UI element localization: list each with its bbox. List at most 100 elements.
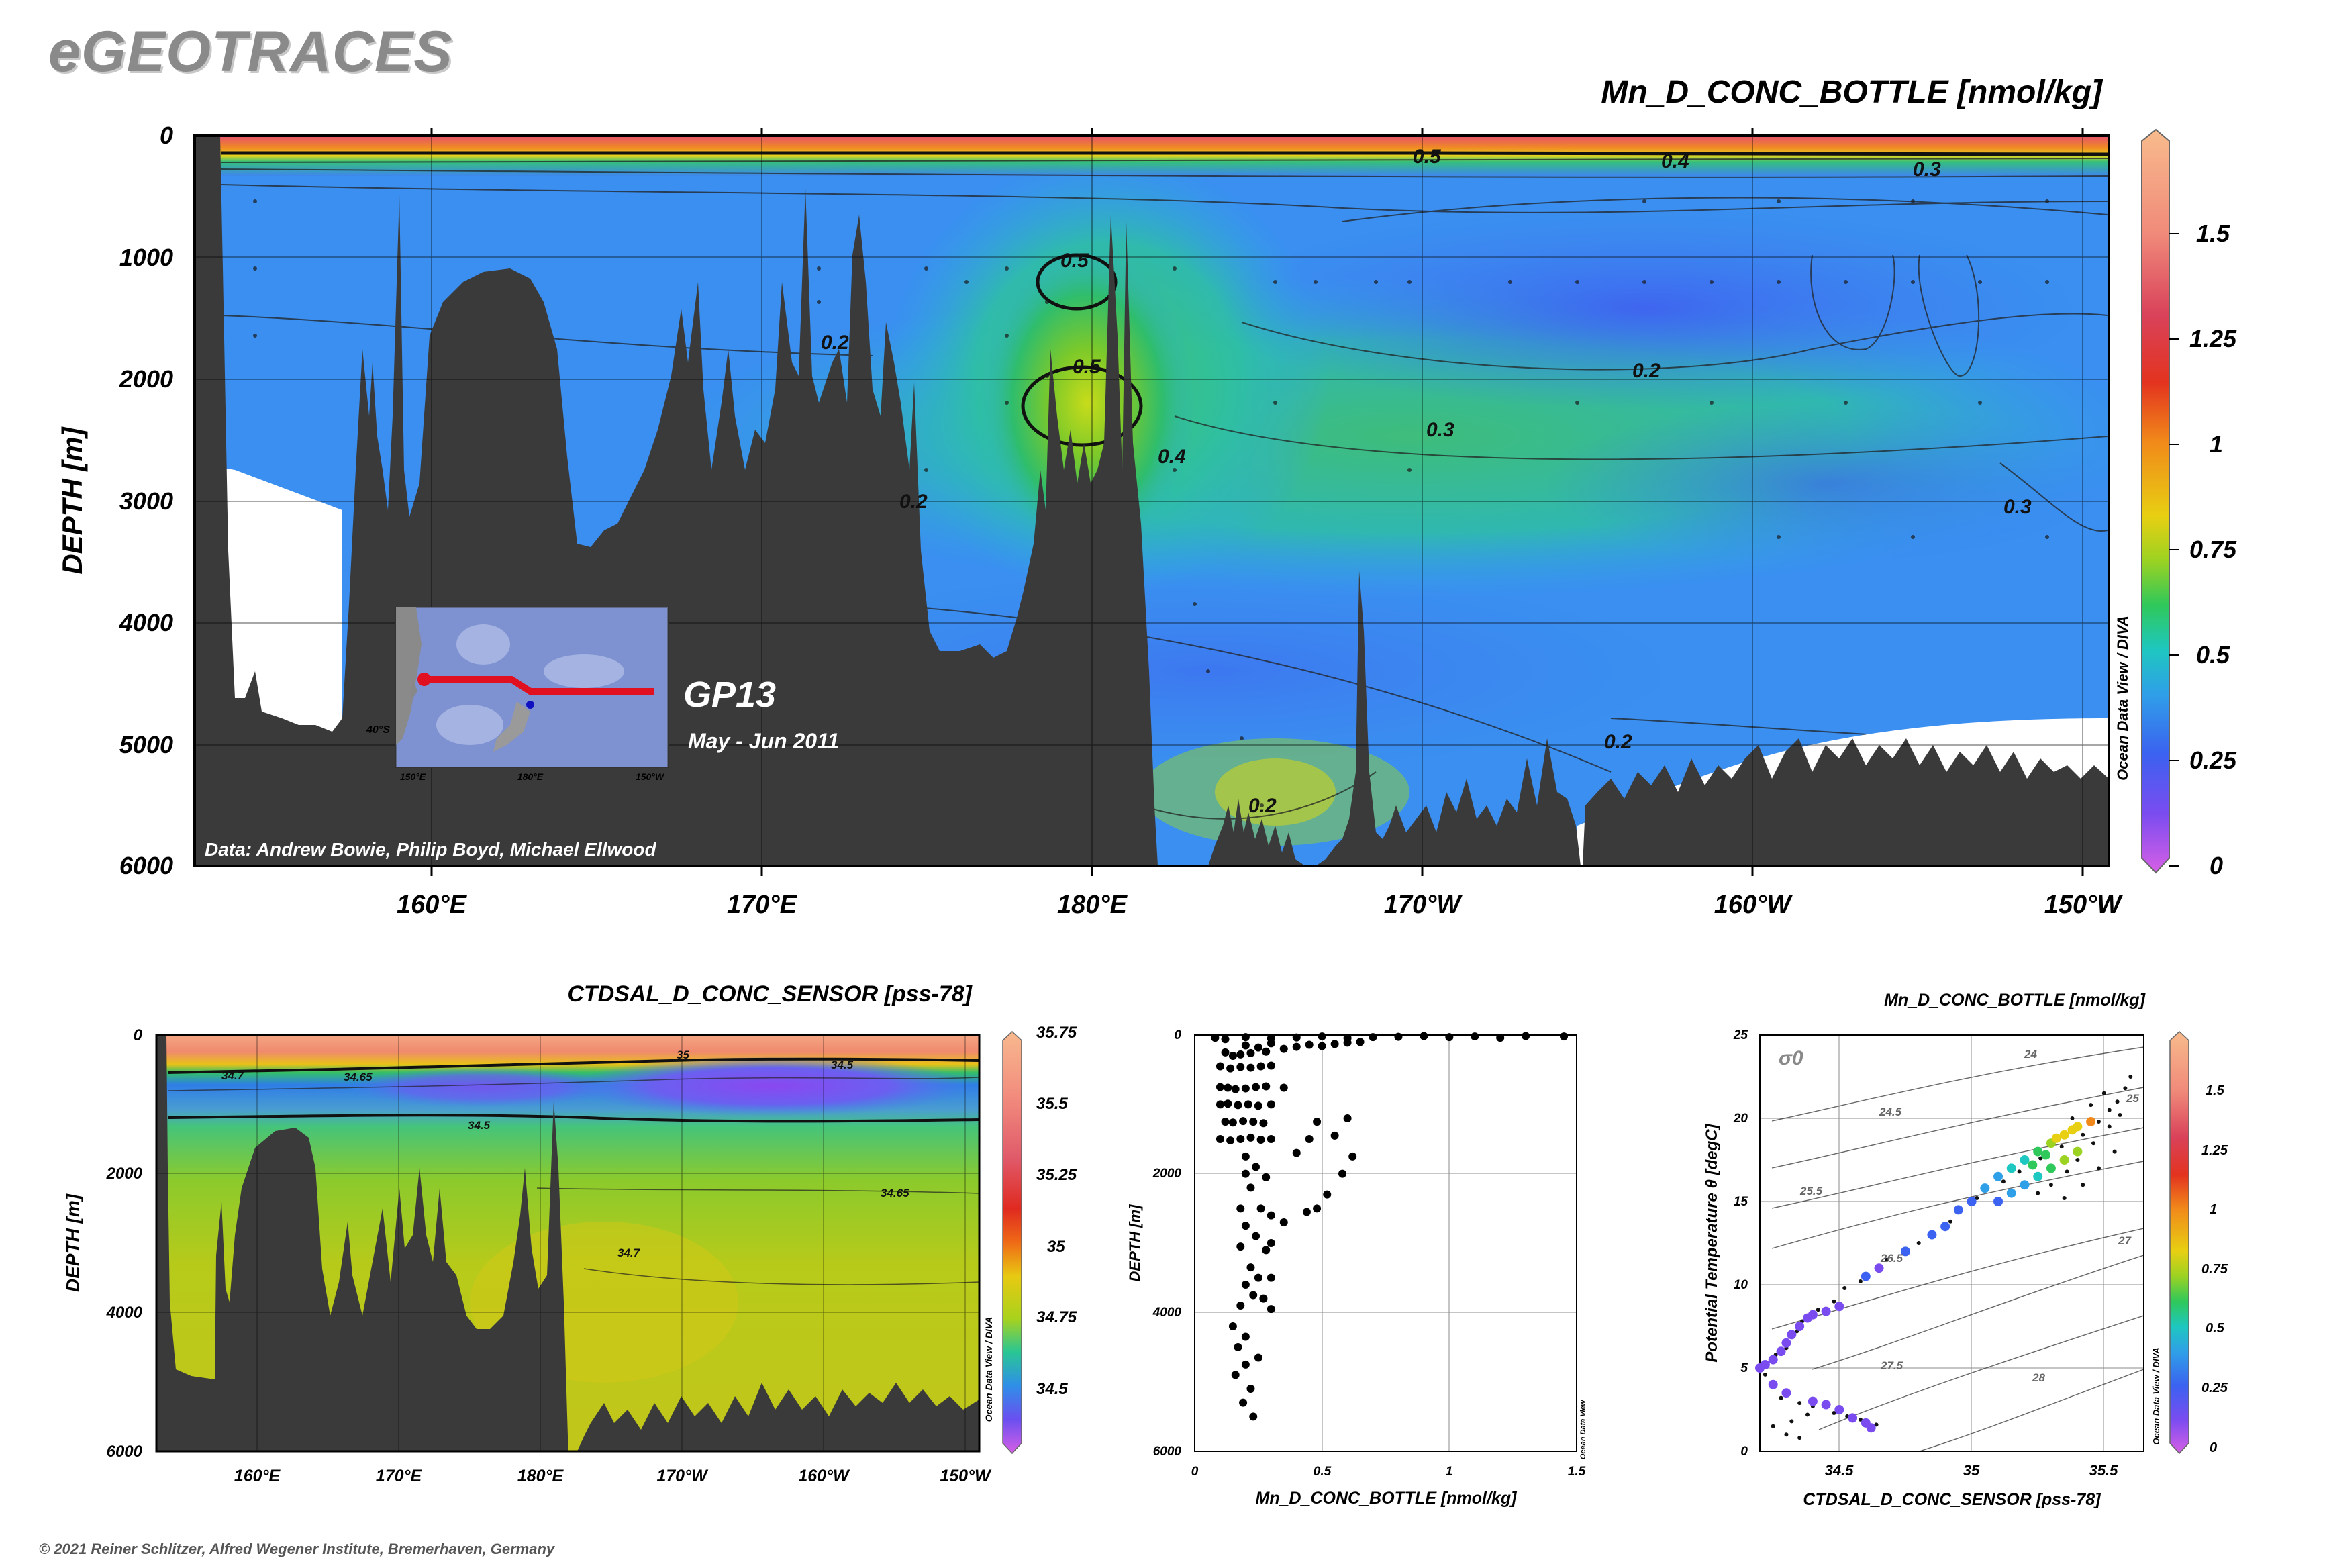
profile-point <box>1252 1083 1260 1091</box>
ts-point <box>2033 1146 2043 1157</box>
profile-point <box>1330 1040 1339 1048</box>
ts-point <box>1808 1310 1818 1320</box>
ts-small-point <box>2089 1103 2093 1108</box>
ts-point <box>1848 1413 1858 1423</box>
profile-point <box>1338 1169 1347 1178</box>
contour-label: 0.5 <box>1413 146 1442 168</box>
x-tick-label: 0 <box>1191 1465 1199 1479</box>
ts-small-point <box>1805 1412 1810 1417</box>
ts-point <box>1821 1306 1831 1316</box>
colorbar-tick: 0.25 <box>2189 746 2237 774</box>
ts-small-point <box>1948 1219 1953 1224</box>
colorbar-tick: 1.25 <box>2201 1143 2228 1158</box>
profile-point <box>1236 1302 1245 1310</box>
y-tick-label: 10 <box>1734 1278 1748 1292</box>
ts-point <box>1861 1271 1871 1281</box>
profile-point <box>1256 1062 1265 1071</box>
x-tick-label: 180°E <box>1057 891 1128 919</box>
y-tick-label: 25 <box>1733 1028 1748 1042</box>
x-tick-label: 160°W <box>798 1467 850 1485</box>
profile-point <box>1231 1371 1240 1379</box>
ts-small-point <box>1916 1241 1921 1245</box>
x-tick-label: 170°W <box>1384 891 1463 919</box>
ts-small-point <box>2036 1191 2040 1195</box>
profile-point <box>1241 1033 1250 1042</box>
ts-small-point <box>2081 1132 2085 1137</box>
ts-point <box>1808 1396 1818 1406</box>
ts-small-point <box>1832 1299 1836 1304</box>
x-tick-label: 170°E <box>376 1467 423 1485</box>
main-section-chart: 0.5 0.4 0.3 0.5 0.5 0.2 0.2 0.3 0.2 0.4 … <box>56 121 2237 919</box>
ts-small-point <box>2070 1116 2075 1120</box>
y-tick-label: 0 <box>1740 1444 1748 1459</box>
y-tick-label: 6000 <box>1153 1444 1182 1459</box>
profile-point <box>1249 1412 1258 1421</box>
profile-point <box>1236 1063 1245 1071</box>
ts-point <box>2033 1171 2043 1181</box>
ts-small-point <box>2101 1091 2106 1095</box>
profile-point <box>1221 1048 1230 1057</box>
ts-small-point <box>1763 1372 1767 1377</box>
ts-point <box>1927 1230 1937 1240</box>
ts-point <box>1768 1355 1778 1365</box>
profile-point <box>1343 1038 1352 1047</box>
colorbar-tick: 1 <box>2210 1202 2217 1217</box>
ts-small-point <box>1789 1419 1794 1424</box>
y-tick-label: 4000 <box>106 1304 143 1322</box>
x-tick-label: 180°E <box>517 1467 564 1485</box>
profile-point <box>1228 1322 1237 1330</box>
ts-point <box>2086 1116 2096 1126</box>
profile-point <box>1445 1033 1454 1042</box>
x-axis-label: Mn_D_CONC_BOTTLE [nmol/kg] <box>1256 1489 1518 1508</box>
inset-lat-label: 40°S <box>366 724 390 736</box>
x-tick-label: 170°E <box>727 891 798 919</box>
ts-small-point <box>2091 1141 2096 1146</box>
density-label: 24 <box>2024 1048 2037 1061</box>
profile-point <box>1252 1232 1260 1240</box>
y-axis-label: DEPTH [m] <box>62 1193 83 1292</box>
density-label: 28 <box>2032 1371 2045 1384</box>
y-tick-label: 2000 <box>106 1165 143 1183</box>
profile-point <box>1224 1099 1232 1108</box>
y-tick-label: 5 <box>1740 1361 1748 1375</box>
inset-lon-label: 150°E <box>400 771 426 782</box>
profile-point <box>1254 1043 1262 1052</box>
profile-point <box>1318 1042 1326 1050</box>
ts-diagram-chart: 24 24.5 25 25.5 26.5 27 27.5 28 σ0 Mn_D_… <box>1703 991 2228 1509</box>
ts-point <box>2059 1155 2069 1165</box>
contour-label: 34.5 <box>468 1119 491 1132</box>
profile-point <box>1246 1048 1255 1057</box>
ts-point <box>1781 1388 1791 1398</box>
ts-point <box>1834 1405 1844 1414</box>
sigma0-label: σ0 <box>1779 1047 1803 1069</box>
profile-point <box>1302 1208 1311 1216</box>
ts-small-point <box>2062 1196 2067 1201</box>
profile-point <box>1471 1032 1479 1041</box>
profile-point <box>1228 1052 1237 1060</box>
colorbar-tick: 0.75 <box>2189 536 2237 563</box>
salinity-chart-title: CTDSAL_D_CONC_SENSOR [pss-78] <box>567 981 973 1007</box>
y-axis-label: DEPTH [m] <box>1126 1204 1143 1282</box>
profile-point <box>1249 1118 1258 1126</box>
colorbar <box>2169 1030 2189 1455</box>
profile-point <box>1279 1044 1288 1053</box>
ts-point <box>2006 1188 2016 1198</box>
profile-point <box>1254 1101 1262 1110</box>
odv-credit: Ocean Data View / DIVA <box>2151 1347 2161 1444</box>
ts-small-point <box>2107 1108 2112 1112</box>
profile-point <box>1236 1204 1245 1213</box>
contour-label: 34.7 <box>617 1246 641 1259</box>
profile-point <box>1216 1135 1224 1143</box>
profile-point <box>1236 1242 1245 1251</box>
ts-small-point <box>2096 1166 2101 1171</box>
profile-point <box>1246 1063 1255 1072</box>
y-tick-label: 0 <box>160 121 173 149</box>
contour-label: 0.2 <box>821 332 849 354</box>
ts-small-point <box>1771 1424 1775 1428</box>
profile-point <box>1241 1084 1250 1093</box>
ts-small-point <box>1842 1285 1847 1290</box>
density-label: 27 <box>2118 1234 2132 1247</box>
colorbar-tick: 35.25 <box>1036 1166 1077 1184</box>
profile-point <box>1305 1135 1314 1143</box>
ts-point <box>1795 1322 1805 1331</box>
